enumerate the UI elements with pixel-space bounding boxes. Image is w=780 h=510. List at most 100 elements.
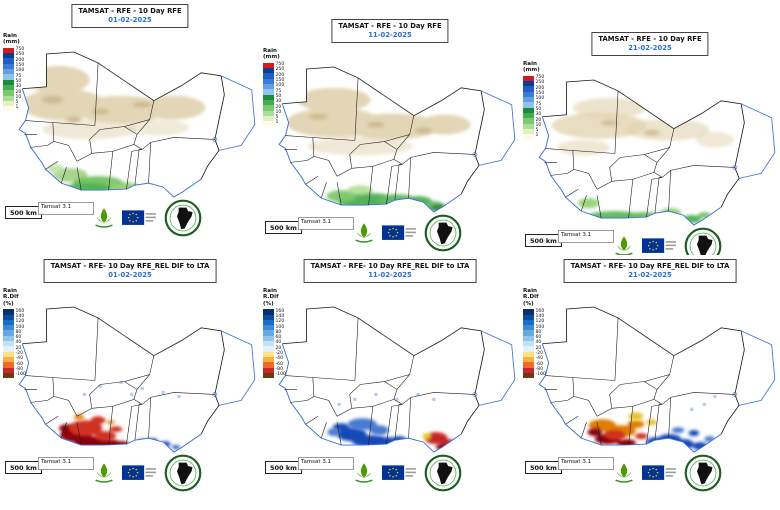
legend-tick-label: -100 — [275, 372, 286, 378]
legend-entry: 150 — [3, 63, 24, 70]
west-africa-rdif-map — [538, 306, 776, 453]
legend-tick-label: -40 — [535, 356, 544, 362]
legend-entry: 160 — [3, 309, 26, 315]
legend-tick-label: 80 — [275, 329, 282, 335]
legend-tick-label: 75 — [535, 101, 542, 107]
legend-tick-label: 250 — [15, 52, 25, 58]
legend-entry: 80 — [263, 329, 286, 336]
legend-tick-label: -20 — [535, 350, 544, 356]
legend-tick-label: 20 — [275, 345, 282, 351]
legend-swatch — [3, 90, 14, 96]
legend-tick-label: 20 — [535, 345, 542, 351]
legend-entry: 120 — [3, 319, 26, 326]
rain-legend: Rain (mm) 750 250 200 150 100 75 50 30 20 10 5 1 — [263, 48, 285, 127]
version-label: Tamsat 3.1 — [298, 457, 354, 470]
legend-tick-label: 200 — [275, 72, 285, 78]
legend-swatch — [523, 97, 534, 103]
legend-swatch — [263, 78, 274, 85]
map-panel-5: TAMSAT - RFE- 10 Day RFE_REL DIF to LTA … — [260, 255, 520, 510]
legend-tick-label: 140 — [535, 313, 545, 319]
legend-swatch — [263, 73, 274, 79]
legend-tick-label: 120 — [275, 319, 285, 325]
legend-swatch — [523, 346, 534, 352]
legend-entry: 60 — [3, 335, 26, 342]
legend-tick-label: -100 — [15, 372, 26, 378]
scale-bar: 500 km — [525, 234, 562, 247]
legend-swatch — [263, 68, 274, 74]
scale-bar: 500 km — [5, 461, 42, 474]
legend-colorbar: 750 250 200 150 100 75 50 30 20 10 5 1 — [523, 76, 544, 140]
legend-entry: 150 — [523, 91, 544, 98]
legend-swatch — [3, 106, 14, 112]
legend-swatch — [523, 335, 534, 342]
legend-swatch — [3, 47, 14, 54]
legend-swatch — [263, 62, 274, 69]
legend-tick-label: 20 — [275, 104, 282, 110]
legend-tick-label: 10 — [15, 94, 22, 100]
cilss-plant-logo — [614, 235, 634, 255]
legend-tick-label: 140 — [275, 313, 285, 319]
legend-entry: -60 — [3, 362, 26, 368]
eu-flag-logo — [122, 465, 156, 480]
map-panel-6: TAMSAT - RFE- 10 Day RFE_REL DIF to LTA … — [520, 255, 780, 510]
legend-swatch — [263, 335, 274, 342]
version-label: Tamsat 3.1 — [38, 202, 94, 215]
legend-entry: 250 — [3, 52, 25, 59]
legend-swatch — [263, 115, 274, 122]
legend-entry: -60 — [263, 362, 286, 368]
legend-swatch — [523, 356, 534, 363]
panel-title: TAMSAT - RFE - 10 Day RFE — [78, 7, 182, 15]
legend-colorbar: 160 140 120 100 80 60 40 20 -20 -40 -60 -80 -100 — [3, 309, 26, 379]
legend-entry: 250 — [263, 68, 284, 74]
africa-map-logo — [164, 454, 202, 492]
legend-tick-label: 60 — [275, 335, 282, 341]
africa-map-logo — [684, 454, 722, 492]
legend-swatch — [3, 341, 14, 347]
legend-tick-label: 200 — [535, 85, 545, 91]
panel-date: 01-02-2025 — [108, 271, 152, 280]
panel-title: TAMSAT - RFE- 10 Day RFE_REL DIF to LTA — [570, 262, 730, 270]
legend-swatch — [523, 372, 534, 379]
legend-tick-label: 100 — [15, 68, 25, 74]
legend-entry: 30 — [523, 112, 544, 119]
legend-tick-label: 30 — [535, 112, 542, 118]
west-africa-rdif-map — [278, 306, 516, 453]
legend-tick-label: 1 — [275, 120, 279, 126]
legend-entry: 160 — [263, 309, 286, 315]
legend-swatch — [523, 128, 534, 135]
legend-swatch — [3, 74, 14, 80]
legend-tick-label: 30 — [15, 84, 22, 90]
version-label: Tamsat 3.1 — [558, 230, 614, 243]
legend-entry: 10 — [3, 94, 24, 101]
legend-swatch — [3, 100, 14, 107]
legend-swatch — [263, 351, 274, 357]
scale-bar: 500 km — [525, 461, 562, 474]
legend-swatch — [263, 121, 274, 127]
legend-entry: 120 — [263, 319, 286, 326]
legend-swatch — [263, 94, 274, 100]
version-label: Tamsat 3.1 — [558, 457, 614, 470]
legend-tick-label: 75 — [275, 88, 282, 94]
panel-date: 01-02-2025 — [108, 16, 152, 25]
legend-entry: 140 — [263, 313, 286, 320]
legend-tick-label: 5 — [15, 100, 19, 106]
legend-tick-label: 50 — [535, 106, 542, 112]
legend-swatch — [263, 325, 274, 331]
legend-entry: 200 — [523, 85, 545, 92]
legend-tick-label: 40 — [275, 340, 282, 346]
legend-title: Rain R.Dif (%) — [263, 288, 279, 307]
legend-entry: 250 — [523, 81, 544, 87]
legend-swatch — [523, 86, 534, 92]
legend-swatch — [3, 319, 14, 326]
map-panel-1: TAMSAT - RFE - 10 Day RFE 01-02-2025 Rai… — [0, 0, 260, 255]
legend-tick-label: 100 — [535, 96, 545, 102]
eu-flag-logo — [642, 238, 676, 253]
panel-date: 11-02-2025 — [368, 271, 412, 280]
legend-swatch — [3, 79, 14, 85]
legend-entry: -100 — [3, 372, 26, 379]
legend-entry: 750 — [523, 76, 544, 82]
legend-entry: -60 — [523, 362, 546, 368]
legend-tick-label: 10 — [275, 109, 282, 115]
legend-entry: 40 — [263, 340, 286, 347]
